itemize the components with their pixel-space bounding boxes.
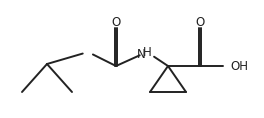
Text: OH: OH <box>230 59 248 72</box>
Text: N: N <box>137 48 146 61</box>
Text: H: H <box>143 46 151 59</box>
Text: O: O <box>195 17 205 30</box>
Text: O: O <box>111 17 121 30</box>
